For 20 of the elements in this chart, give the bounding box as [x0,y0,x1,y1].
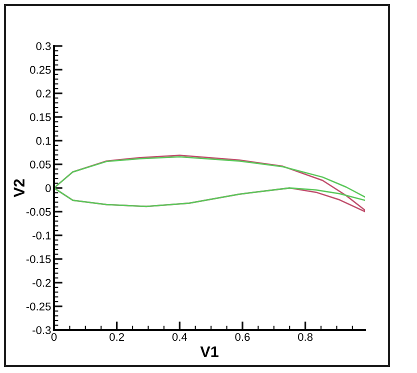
y-tick-label: 0.1 [36,136,51,145]
y-tick-label: 0.15 [30,113,51,122]
y-tick-label: -0.05 [26,208,51,216]
x-tick-label: 0 [51,333,57,341]
y-tick-label: 0.3 [36,42,51,50]
y-axis-title: V2 [14,179,24,198]
x-tick-label: 0.4 [172,333,188,341]
y-tick-label: -0.15 [26,255,51,264]
y-tick-label: -0.3 [32,326,51,334]
x-tick-label: 0.8 [298,333,313,341]
y-tick-label: 0 [45,184,51,192]
y-tick-label: 0.2 [36,90,51,98]
x-tick-label: 0.2 [110,333,124,341]
y-tick-label: -0.2 [32,278,51,287]
y-tick-label: -0.1 [32,232,51,240]
x-tick-label: 0.6 [235,333,250,341]
x-axis-title: V1 [200,346,218,357]
y-tick-label: 0.05 [30,160,51,168]
y-tick-label: 0.25 [30,66,51,74]
y-tick-label: -0.25 [26,302,51,310]
